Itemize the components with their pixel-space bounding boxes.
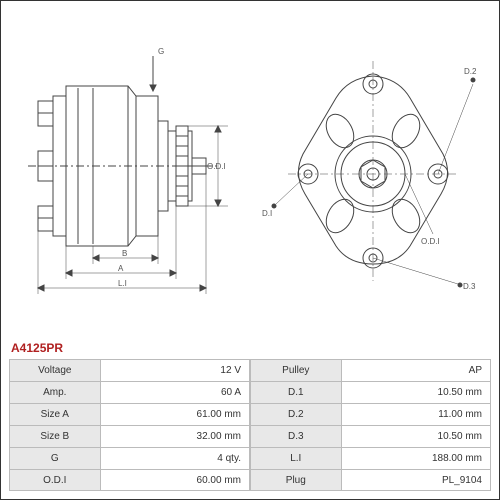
spec-value: 12 V bbox=[101, 360, 250, 381]
spec-label: L.I bbox=[250, 448, 342, 469]
dim-b-label: B bbox=[122, 249, 127, 258]
spec-label: D.1 bbox=[250, 382, 342, 403]
spec-row: Size A 61.00 mm bbox=[9, 403, 250, 425]
spec-row: O.D.I 60.00 mm bbox=[9, 469, 250, 491]
dim-d1-label: D.I bbox=[262, 209, 272, 218]
spec-row: Pulley AP bbox=[250, 359, 491, 381]
spec-row: Size B 32.00 mm bbox=[9, 425, 250, 447]
spec-label: Plug bbox=[250, 470, 342, 490]
dim-odi-front-label: O.D.I bbox=[421, 237, 440, 246]
spec-column-right: Pulley AP D.1 10.50 mm D.2 11.00 mm D.3 … bbox=[250, 359, 491, 491]
spec-row: D.3 10.50 mm bbox=[250, 425, 491, 447]
spec-value: PL_9104 bbox=[342, 470, 491, 490]
spec-row: Voltage 12 V bbox=[9, 359, 250, 381]
spec-value: 10.50 mm bbox=[342, 382, 491, 403]
spec-column-left: Voltage 12 V Amp. 60 A Size A 61.00 mm S… bbox=[9, 359, 250, 491]
spec-value: 61.00 mm bbox=[101, 404, 250, 425]
dim-odi-label: O.D.I bbox=[207, 162, 226, 171]
spec-value: 32.00 mm bbox=[101, 426, 250, 447]
spec-value: 10.50 mm bbox=[342, 426, 491, 447]
side-view-diagram: G O.D.I B A L.I bbox=[9, 9, 246, 333]
dim-li-label: L.I bbox=[118, 279, 127, 288]
spec-row: Plug PL_9104 bbox=[250, 469, 491, 491]
spec-label: Amp. bbox=[9, 382, 101, 403]
diagram-area: G O.D.I B A L.I bbox=[9, 9, 491, 333]
spec-row: G 4 qty. bbox=[9, 447, 250, 469]
spec-row: L.I 188.00 mm bbox=[250, 447, 491, 469]
spec-row: Amp. 60 A bbox=[9, 381, 250, 403]
spec-value: 188.00 mm bbox=[342, 448, 491, 469]
spec-value: 4 qty. bbox=[101, 448, 250, 469]
spec-label: Pulley bbox=[250, 360, 342, 381]
spec-value: AP bbox=[342, 360, 491, 381]
dim-d3-label: D.3 bbox=[463, 282, 476, 291]
dim-d2-label: D.2 bbox=[464, 67, 477, 76]
spec-row: D.1 10.50 mm bbox=[250, 381, 491, 403]
spec-label: D.2 bbox=[250, 404, 342, 425]
spec-table: Voltage 12 V Amp. 60 A Size A 61.00 mm S… bbox=[9, 359, 491, 491]
part-number: A4125PR bbox=[9, 341, 491, 355]
spec-label: Voltage bbox=[9, 360, 101, 381]
spec-value: 60 A bbox=[101, 382, 250, 403]
spec-label: D.3 bbox=[250, 426, 342, 447]
front-view-diagram: D.2 D.I D.3 O.D.I bbox=[254, 9, 491, 333]
dim-a-label: A bbox=[118, 264, 124, 273]
spec-row: D.2 11.00 mm bbox=[250, 403, 491, 425]
spec-label: O.D.I bbox=[9, 470, 101, 490]
spec-value: 11.00 mm bbox=[342, 404, 491, 425]
dim-g-label: G bbox=[158, 47, 164, 56]
spec-label: G bbox=[9, 448, 101, 469]
spec-label: Size B bbox=[9, 426, 101, 447]
spec-value: 60.00 mm bbox=[101, 470, 250, 490]
spec-label: Size A bbox=[9, 404, 101, 425]
